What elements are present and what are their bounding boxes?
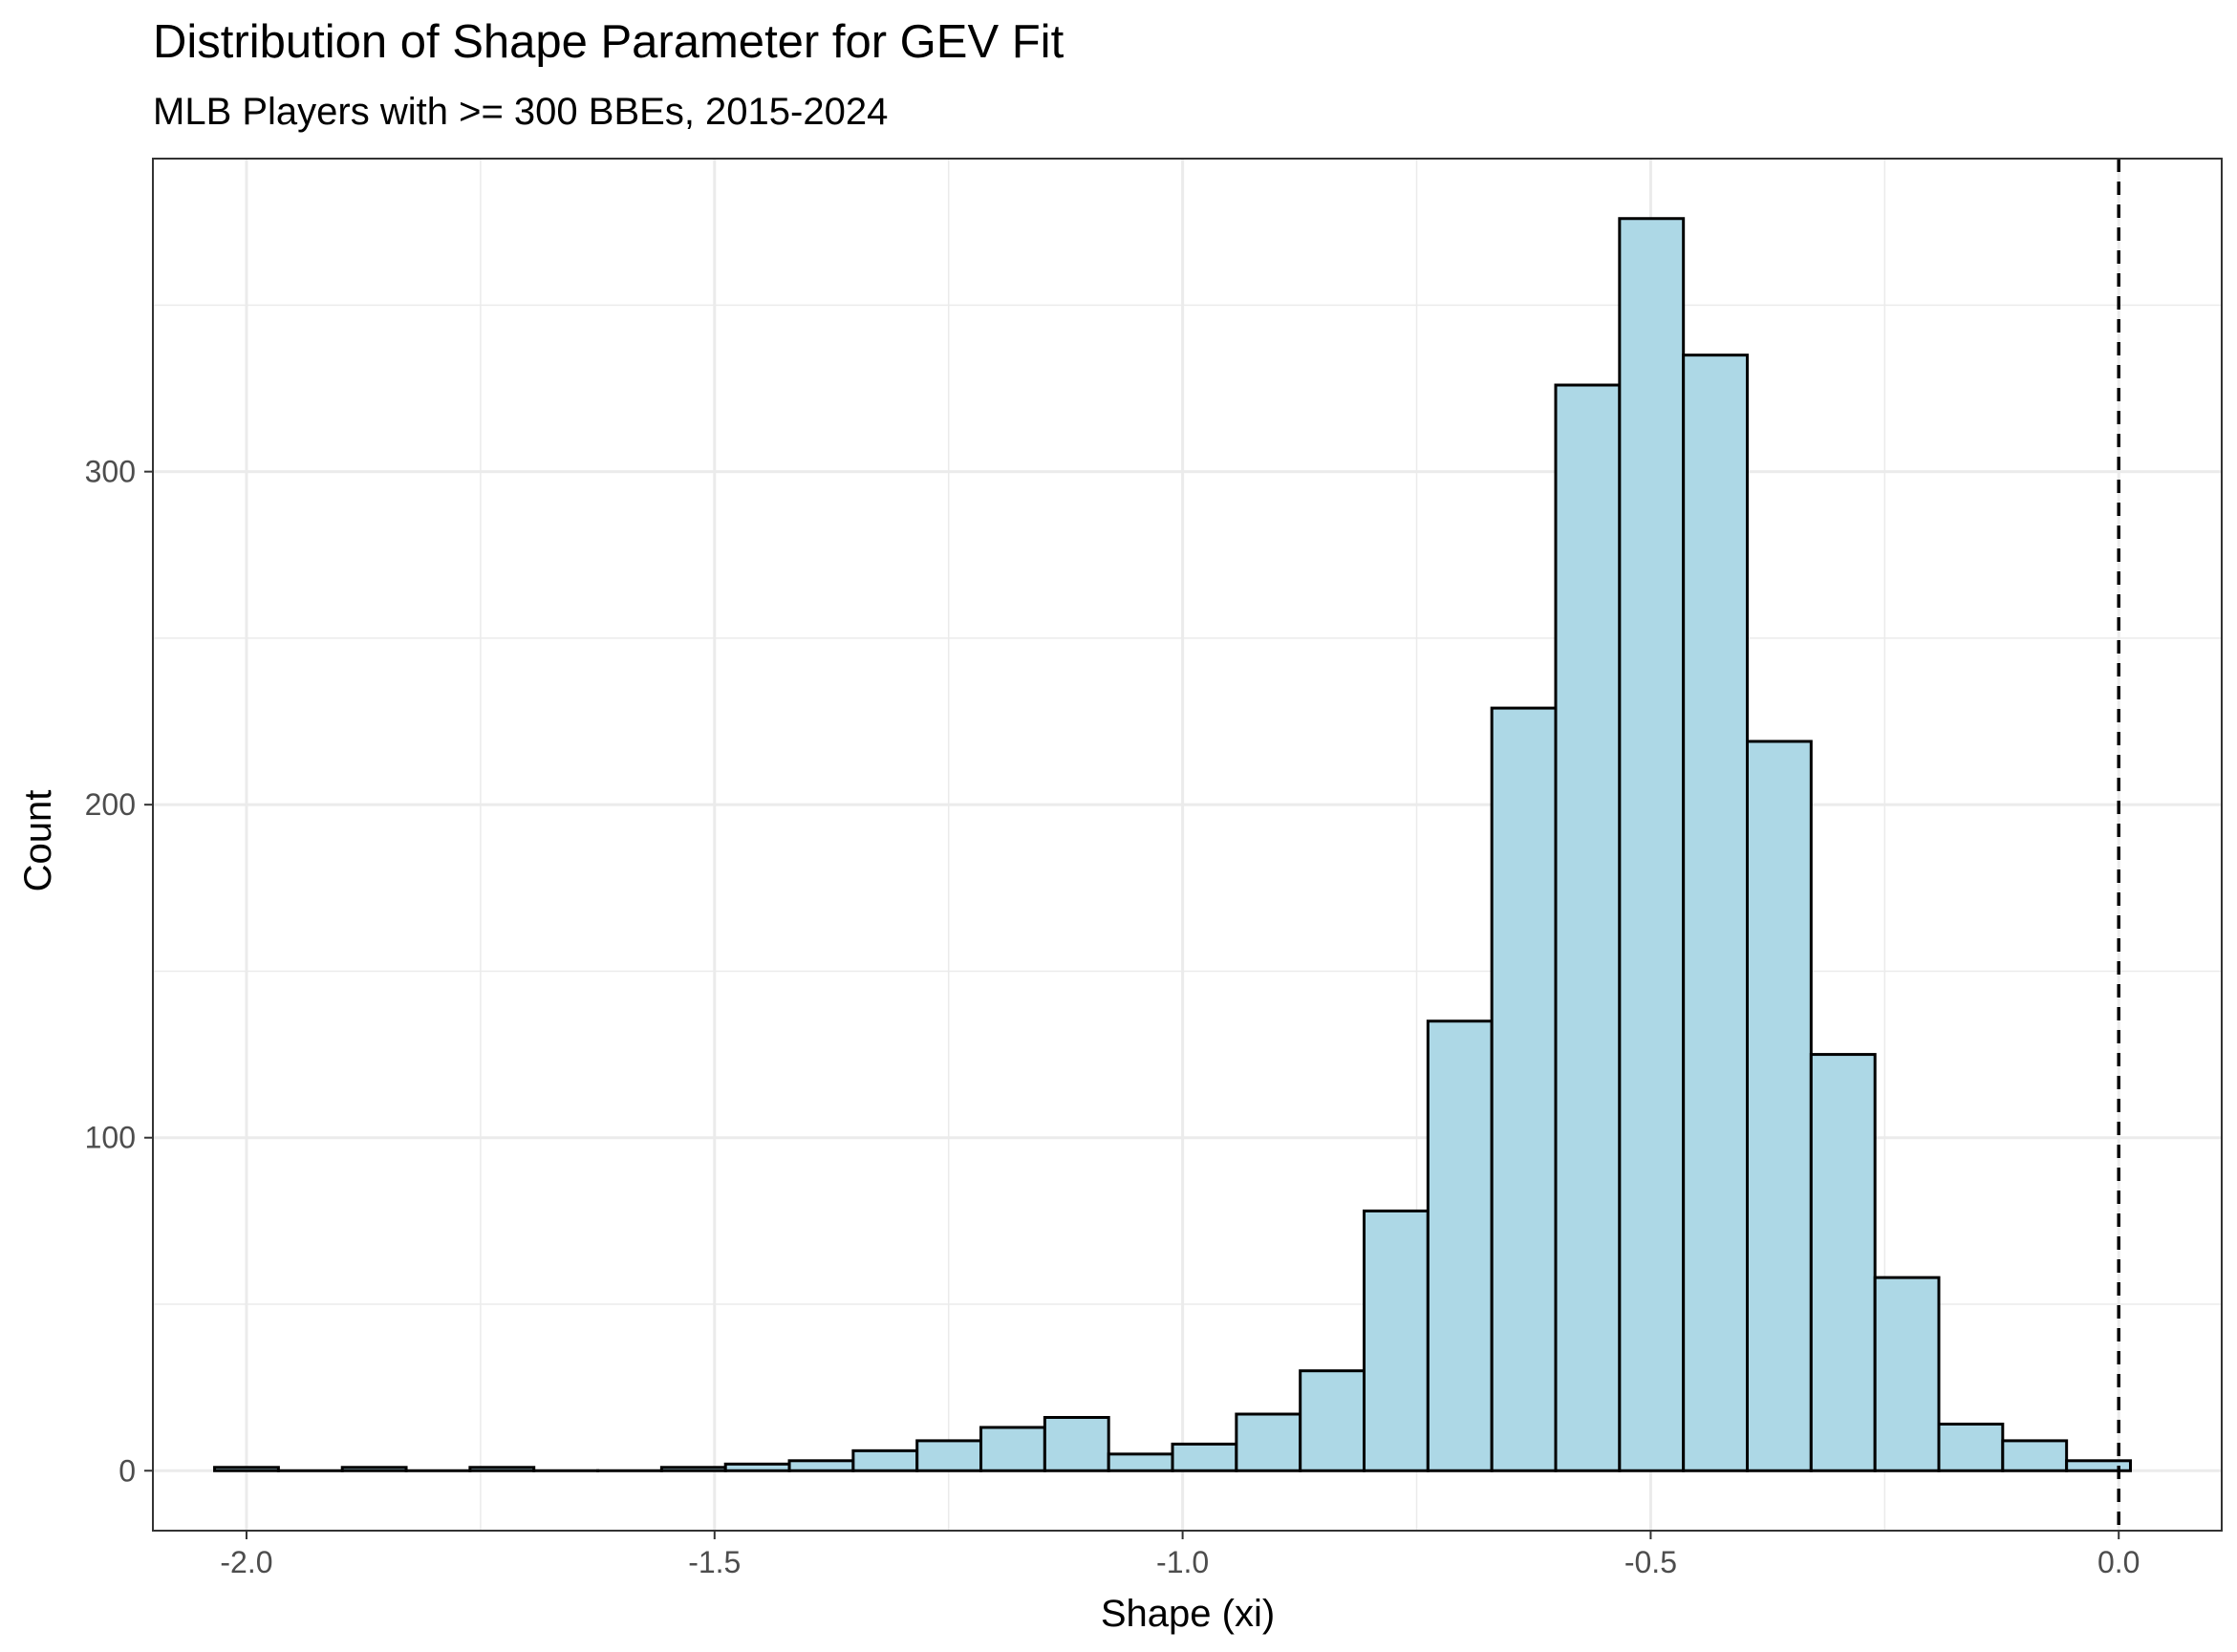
x-tick-label: -1.5 [688, 1545, 741, 1579]
histogram-bar [1043, 1415, 1110, 1472]
x-tick-label: -0.5 [1624, 1545, 1677, 1579]
y-tick-label: 300 [85, 455, 136, 489]
y-tick-label: 100 [85, 1121, 136, 1155]
histogram-bar [787, 1459, 855, 1472]
histogram-bar [1235, 1412, 1302, 1472]
x-tick-label: 0.0 [2097, 1545, 2140, 1579]
y-axis-ticks: 0 100 200 300 [85, 455, 153, 1488]
x-axis-title: Shape (xi) [1101, 1593, 1275, 1635]
histogram-bar [213, 1466, 280, 1472]
histogram-bar [1937, 1422, 2005, 1472]
chart-title: Distribution of Shape Parameter for GEV … [153, 16, 1065, 68]
histogram-bar [723, 1462, 791, 1472]
x-axis-ticks: -2.0 -1.5 -1.0 -0.5 0.0 [220, 1531, 2140, 1579]
histogram-bar [340, 1466, 408, 1472]
y-axis-title: Count [17, 790, 59, 892]
x-tick-label: -2.0 [220, 1545, 272, 1579]
chart-subtitle: MLB Players with >= 300 BBEs, 2015-2024 [153, 91, 888, 133]
y-tick-label: 0 [118, 1453, 136, 1488]
y-tick-label: 200 [85, 787, 136, 822]
histogram-bar [1490, 706, 1558, 1472]
histogram-bar [915, 1439, 983, 1472]
histogram-bar [1618, 217, 1686, 1472]
histogram-bar [1363, 1209, 1430, 1472]
histogram-bar [979, 1426, 1046, 1472]
histogram-bar [2001, 1439, 2069, 1472]
histogram-bar [1809, 1053, 1877, 1472]
histogram-bar [1554, 383, 1622, 1472]
histogram-bar [468, 1466, 536, 1472]
histogram-bar [2065, 1459, 2132, 1472]
histogram-bar [1426, 1019, 1494, 1472]
histogram-bar [851, 1448, 919, 1472]
histogram-bar [1171, 1442, 1238, 1472]
x-tick-label: -1.0 [1156, 1545, 1209, 1579]
minor-gridlines [153, 159, 2222, 1531]
histogram-bar [1873, 1276, 1941, 1472]
histogram-bar [1745, 740, 1813, 1472]
histogram-bar [1107, 1452, 1174, 1472]
histogram-bar [1682, 354, 1749, 1472]
panel-border [152, 158, 2223, 1532]
histogram-bars [213, 217, 2132, 1472]
histogram-bar [1299, 1369, 1366, 1472]
histogram-bar [659, 1466, 727, 1472]
